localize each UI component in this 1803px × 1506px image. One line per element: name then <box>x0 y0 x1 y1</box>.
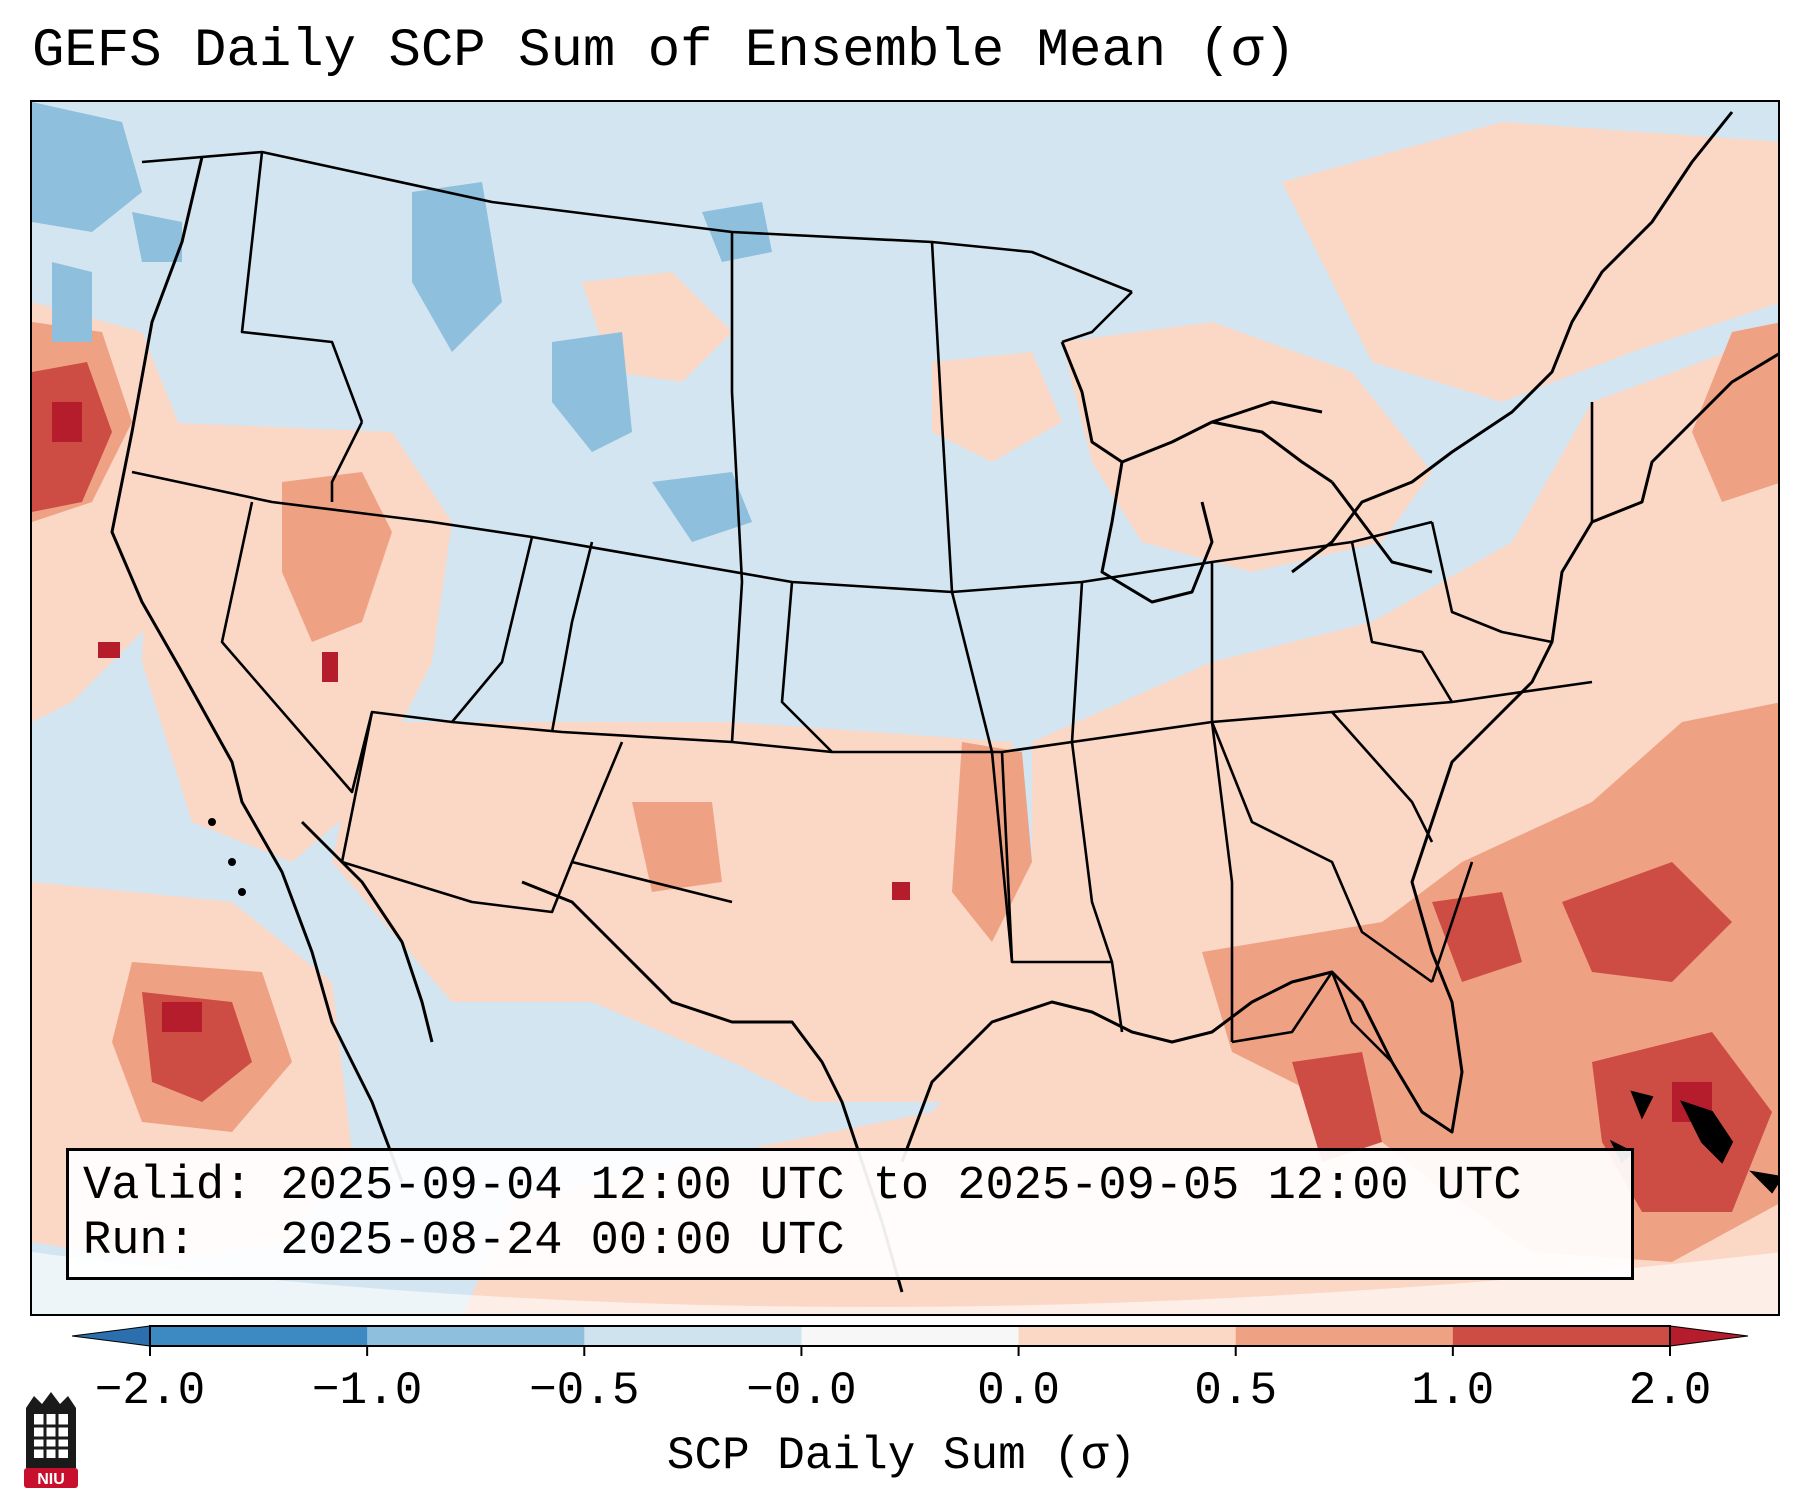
colorbar-under-triangle <box>71 1325 151 1347</box>
valid-time-label: Valid: 2025-09-04 12:00 UTC to 2025-09-0… <box>83 1160 1522 1213</box>
niu-logo: NIU <box>24 1392 78 1488</box>
colorbar-tick-label: 1.0 <box>1411 1365 1495 1417</box>
colorbar-segment <box>1452 1326 1671 1346</box>
state-borders <box>131 150 1594 1063</box>
positive-anomaly-max <box>52 402 1712 1122</box>
colorbar-label: SCP Daily Sum (σ) <box>666 1430 1137 1482</box>
colorbar-tick-label: 0.0 <box>977 1365 1060 1417</box>
colorbar-segment <box>367 1326 585 1346</box>
colorbar <box>71 1325 1749 1356</box>
colorbar-segment <box>1235 1326 1454 1346</box>
colorbar-segment <box>150 1326 368 1346</box>
colorbar-tick-label: −2.0 <box>94 1365 206 1417</box>
colorbar-tick-label: 2.0 <box>1628 1365 1712 1417</box>
colorbar-tick-label: −0.0 <box>746 1365 857 1417</box>
colorbar-tick-label: 0.5 <box>1194 1365 1278 1417</box>
map-canvas <box>32 102 1778 1314</box>
chart-title: GEFS Daily SCP Sum of Ensemble Mean (σ) <box>32 21 1296 82</box>
validity-info-box: Valid: 2025-09-04 12:00 UTC to 2025-09-0… <box>66 1148 1634 1280</box>
colorbar-ticks <box>149 1346 1671 1356</box>
colorbar-tick-label: −0.5 <box>529 1365 640 1417</box>
run-time-label: Run: 2025-08-24 00:00 UTC <box>83 1215 845 1268</box>
colorbar-tick-label: −1.0 <box>311 1365 423 1417</box>
map-panel <box>30 100 1780 1316</box>
colorbar-over-triangle <box>1669 1325 1749 1347</box>
colorbar-segments <box>150 1326 1671 1346</box>
colorbar-outline <box>149 1325 1671 1347</box>
negative-anomaly <box>32 102 772 542</box>
colorbar-segment <box>801 1326 1020 1346</box>
niu-logo-text: NIU <box>37 1471 65 1488</box>
colorbar-segment <box>584 1326 802 1346</box>
colorbar-segment <box>1018 1326 1237 1346</box>
domain-edge <box>32 1252 1778 1314</box>
